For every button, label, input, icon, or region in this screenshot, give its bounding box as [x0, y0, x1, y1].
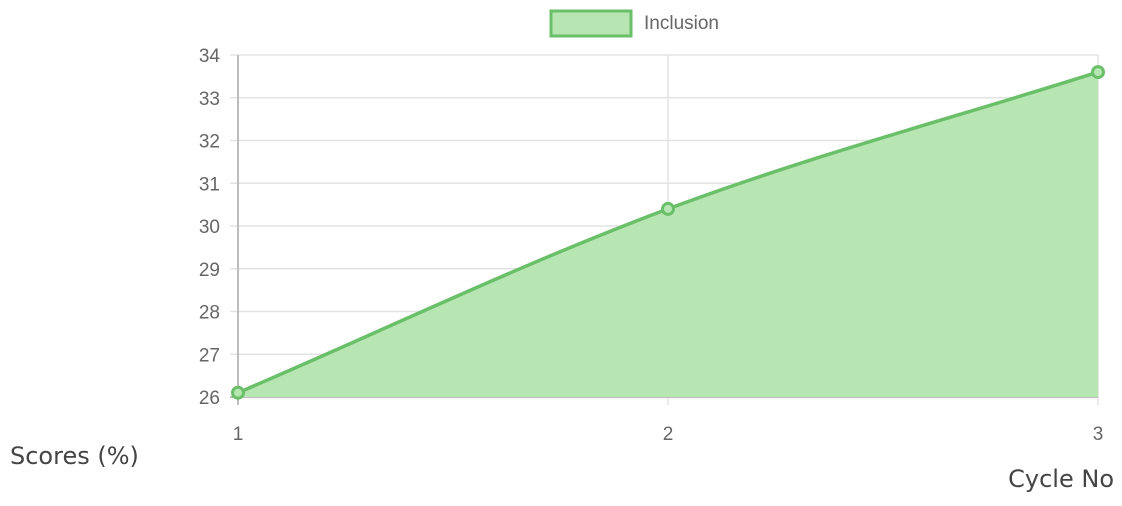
series-points [231, 65, 1105, 400]
x-axis-label: Cycle No [1008, 465, 1114, 493]
x-tick-label: 2 [663, 424, 674, 445]
legend-swatch[interactable] [549, 9, 633, 38]
data-point[interactable] [1091, 65, 1105, 80]
y-tick-label: 28 [199, 303, 220, 324]
x-tick-label: 1 [233, 424, 244, 445]
y-axis-ticks: 26 27 28 29 30 31 32 33 34 [199, 46, 221, 409]
y-tick-label: 34 [199, 46, 221, 67]
y-tick-label: 33 [199, 89, 220, 110]
legend[interactable]: Inclusion [549, 9, 719, 38]
y-tick-label: 29 [199, 260, 220, 281]
x-axis-ticks: 1 2 3 [233, 424, 1104, 445]
y-tick-label: 26 [199, 388, 220, 409]
series-area-fill [238, 72, 1098, 397]
data-point[interactable] [231, 385, 245, 400]
legend-label[interactable]: Inclusion [644, 13, 719, 34]
y-tick-label: 31 [199, 174, 220, 195]
x-tick-label: 3 [1093, 424, 1104, 445]
y-tick-label: 32 [199, 132, 220, 153]
data-point[interactable] [661, 201, 675, 216]
y-axis-label: Scores (%) [10, 442, 139, 470]
y-tick-label: 27 [199, 345, 220, 366]
y-tick-label: 30 [199, 217, 220, 238]
